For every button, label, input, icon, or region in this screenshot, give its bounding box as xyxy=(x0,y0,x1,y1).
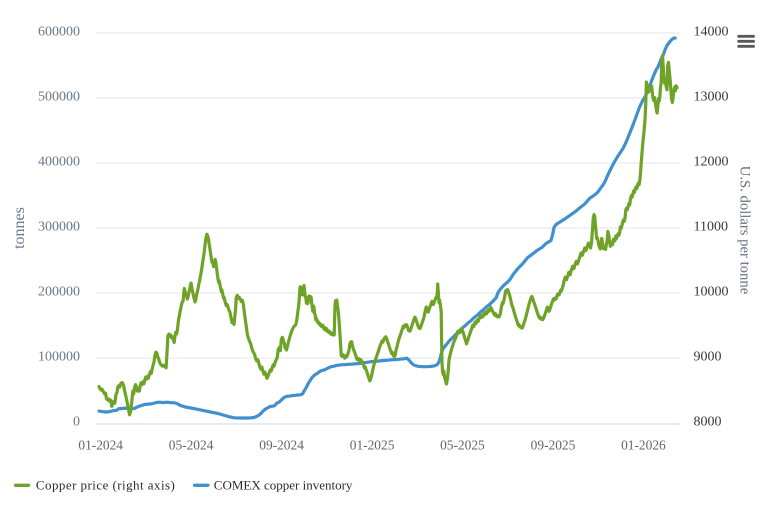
svg-text:09-2024: 09-2024 xyxy=(259,438,304,453)
svg-text:U.S. dollars per tonne: U.S. dollars per tonne xyxy=(736,166,752,295)
svg-text:200000: 200000 xyxy=(38,285,80,300)
svg-text:100000: 100000 xyxy=(38,350,80,365)
svg-text:8000: 8000 xyxy=(694,415,722,430)
svg-text:300000: 300000 xyxy=(38,220,80,235)
svg-text:11000: 11000 xyxy=(694,220,728,235)
svg-text:tonnes: tonnes xyxy=(11,207,28,249)
svg-text:9000: 9000 xyxy=(694,350,722,365)
svg-text:12000: 12000 xyxy=(694,155,729,170)
svg-text:05-2024: 05-2024 xyxy=(169,438,214,453)
svg-text:Copper price (right axis): Copper price (right axis) xyxy=(36,478,175,493)
svg-text:09-2025: 09-2025 xyxy=(531,438,576,453)
svg-text:10000: 10000 xyxy=(694,285,729,300)
svg-text:600000: 600000 xyxy=(38,25,80,40)
svg-text:13000: 13000 xyxy=(694,90,729,105)
svg-text:05-2025: 05-2025 xyxy=(440,438,485,453)
svg-text:COMEX copper inventory: COMEX copper inventory xyxy=(214,478,353,493)
svg-text:01-2026: 01-2026 xyxy=(621,438,666,453)
svg-text:14000: 14000 xyxy=(694,25,729,40)
svg-text:400000: 400000 xyxy=(38,155,80,170)
svg-text:500000: 500000 xyxy=(38,90,80,105)
svg-text:01-2024: 01-2024 xyxy=(78,438,123,453)
svg-text:01-2025: 01-2025 xyxy=(350,438,395,453)
svg-text:0: 0 xyxy=(73,415,80,430)
